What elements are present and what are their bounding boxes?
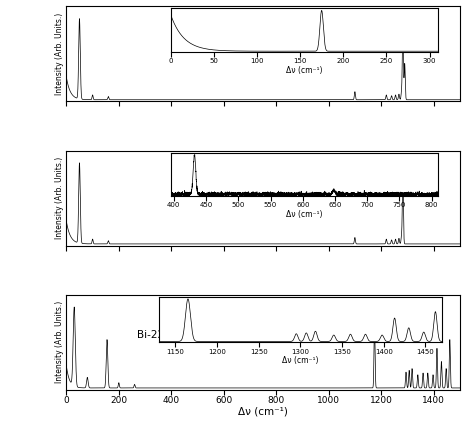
Text: Bi-2212: Bi-2212 [137, 330, 178, 339]
Y-axis label: Intensity (Arb. Units.): Intensity (Arb. Units.) [55, 13, 64, 95]
X-axis label: Δν (cm⁻¹): Δν (cm⁻¹) [238, 406, 288, 417]
Y-axis label: Intensity (Arb. Units.): Intensity (Arb. Units.) [55, 301, 64, 383]
Text: c-Si: c-Si [184, 41, 203, 51]
Y-axis label: Intensity (Arb. Units.): Intensity (Arb. Units.) [55, 157, 64, 239]
Text: Al: Al [184, 185, 194, 195]
